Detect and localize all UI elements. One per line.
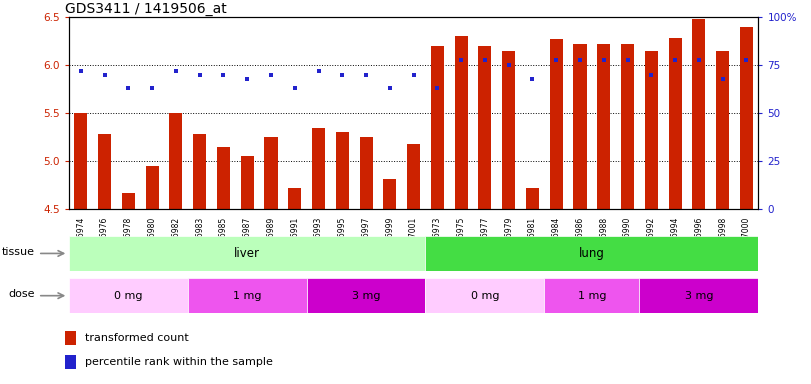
Point	[146, 85, 159, 91]
Point	[264, 72, 277, 78]
Point	[621, 56, 634, 63]
Point	[478, 56, 491, 63]
Text: 0 mg: 0 mg	[470, 291, 500, 301]
Bar	[217, 147, 230, 209]
Bar	[264, 137, 277, 209]
Bar	[407, 144, 420, 209]
Bar	[359, 137, 372, 209]
Text: transformed count: transformed count	[85, 333, 189, 343]
Text: lung: lung	[579, 247, 605, 260]
Point	[693, 56, 706, 63]
Bar	[621, 44, 634, 209]
Bar	[478, 46, 491, 209]
Bar	[502, 51, 515, 209]
Bar	[241, 157, 254, 209]
Bar	[122, 193, 135, 209]
Point	[597, 56, 610, 63]
Bar	[188, 278, 307, 313]
Point	[668, 56, 681, 63]
Bar	[307, 278, 426, 313]
Bar	[146, 166, 159, 209]
Text: 1 mg: 1 mg	[233, 291, 261, 301]
Point	[573, 56, 586, 63]
Point	[169, 68, 182, 74]
Point	[193, 72, 206, 78]
Bar	[639, 278, 758, 313]
Text: tissue: tissue	[2, 247, 34, 257]
Bar	[455, 36, 468, 209]
Bar	[288, 188, 302, 209]
Bar	[384, 179, 397, 209]
Point	[384, 85, 397, 91]
Bar	[75, 113, 88, 209]
Point	[359, 72, 372, 78]
Bar	[69, 278, 188, 313]
Point	[407, 72, 420, 78]
Bar	[716, 51, 729, 209]
Point	[217, 72, 230, 78]
Point	[312, 68, 325, 74]
Point	[241, 76, 254, 82]
Point	[122, 85, 135, 91]
Bar	[544, 278, 639, 313]
Text: liver: liver	[234, 247, 260, 260]
Bar	[573, 44, 586, 209]
Point	[336, 72, 349, 78]
Bar	[169, 113, 182, 209]
Text: 0 mg: 0 mg	[114, 291, 143, 301]
Bar	[98, 134, 111, 209]
Text: 1 mg: 1 mg	[577, 291, 606, 301]
Bar	[550, 40, 563, 209]
Text: 3 mg: 3 mg	[684, 291, 713, 301]
Text: percentile rank within the sample: percentile rank within the sample	[85, 357, 273, 367]
Point	[526, 76, 539, 82]
Point	[75, 68, 88, 74]
Bar	[426, 278, 544, 313]
Bar	[312, 128, 325, 209]
Bar	[69, 236, 426, 271]
Point	[645, 72, 658, 78]
Bar	[597, 44, 611, 209]
Bar	[65, 331, 76, 345]
Bar	[645, 51, 658, 209]
Bar	[668, 38, 681, 209]
Point	[288, 85, 301, 91]
Point	[455, 56, 468, 63]
Bar	[336, 132, 349, 209]
Bar	[740, 27, 753, 209]
Point	[98, 72, 111, 78]
Bar	[693, 19, 706, 209]
Text: GDS3411 / 1419506_at: GDS3411 / 1419506_at	[66, 2, 227, 16]
Bar	[431, 46, 444, 209]
Bar	[193, 134, 206, 209]
Bar	[526, 188, 539, 209]
Bar	[65, 355, 76, 369]
Point	[431, 85, 444, 91]
Point	[740, 56, 753, 63]
Text: dose: dose	[8, 289, 34, 299]
Point	[550, 56, 563, 63]
Point	[502, 62, 515, 68]
Bar	[426, 236, 758, 271]
Text: 3 mg: 3 mg	[352, 291, 380, 301]
Point	[716, 76, 729, 82]
